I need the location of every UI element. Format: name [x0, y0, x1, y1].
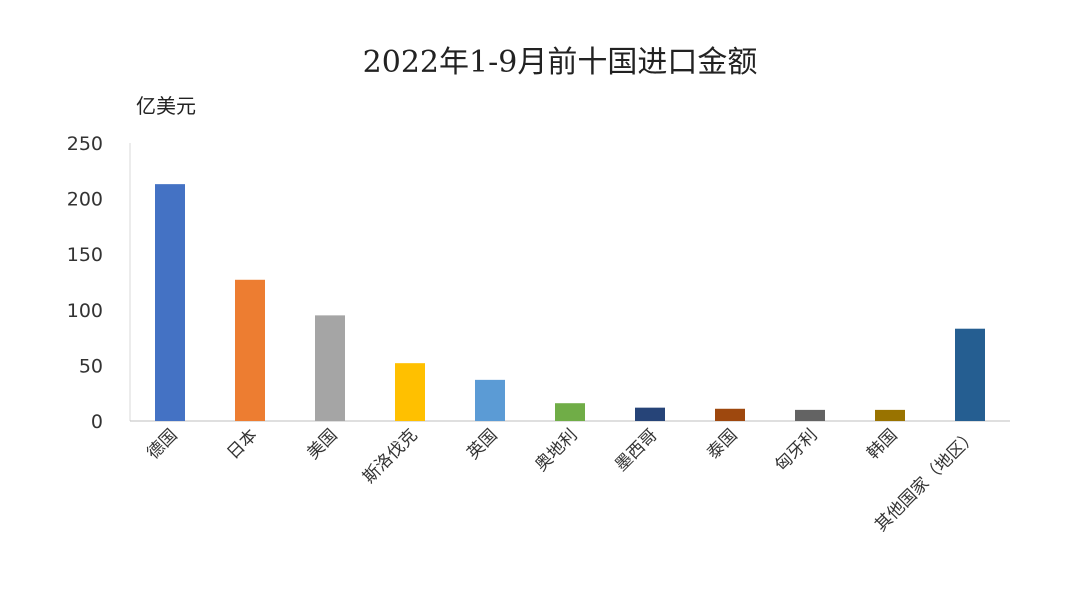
bar	[475, 379, 505, 421]
bars	[155, 184, 985, 421]
y-tick-label: 100	[67, 300, 103, 322]
y-tick-label: 50	[79, 355, 103, 377]
x-tick-label: 日本	[223, 425, 261, 463]
x-tick-label: 美国	[303, 425, 341, 463]
x-tick-label: 德国	[143, 425, 181, 463]
bar	[635, 407, 665, 421]
x-tick-label: 英国	[463, 425, 501, 463]
y-tick-label: 250	[67, 133, 103, 155]
x-tick-label: 墨西哥	[611, 425, 661, 475]
x-tick-label: 斯洛伐克	[359, 425, 421, 487]
x-tick-label: 泰国	[703, 425, 741, 463]
bar	[155, 184, 185, 421]
x-tick-label: 匈牙利	[771, 425, 821, 475]
bar	[395, 363, 425, 421]
bar	[875, 409, 905, 421]
x-tick-label: 韩国	[863, 425, 901, 463]
bar	[555, 403, 585, 421]
y-axis-ticks: 0 50 100 150 200 250	[67, 133, 103, 433]
bar	[715, 408, 745, 421]
chart-title: 2022年1-9月前十国进口金额	[363, 45, 758, 80]
y-axis-unit-label: 亿美元	[136, 94, 196, 118]
y-tick-label: 150	[67, 244, 103, 266]
x-tick-label: 奥地利	[531, 425, 581, 475]
y-tick-label: 200	[67, 189, 103, 211]
y-tick-label: 0	[91, 411, 103, 433]
bar	[315, 315, 345, 421]
bar	[955, 328, 985, 421]
bar	[795, 409, 825, 421]
bar	[235, 279, 265, 421]
